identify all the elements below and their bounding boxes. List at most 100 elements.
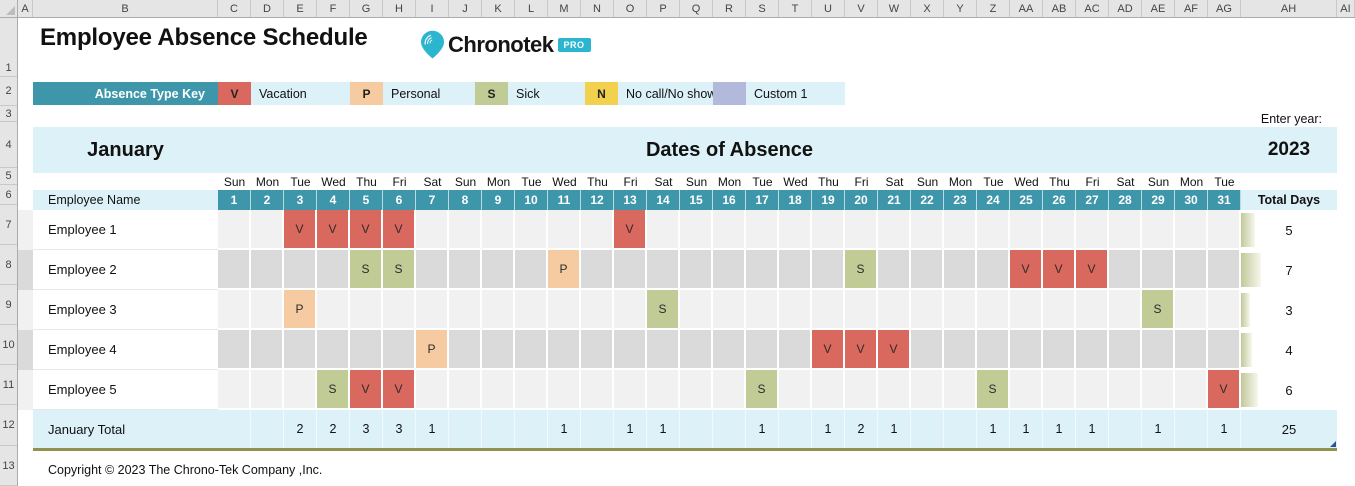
absence-cell[interactable]: V	[1010, 250, 1043, 290]
day-cell[interactable]	[1208, 330, 1241, 370]
total-days-cell[interactable]: 7	[1241, 250, 1337, 290]
day-total-cell[interactable]: 1	[812, 410, 845, 448]
day-cell[interactable]	[680, 250, 713, 290]
day-number-cell[interactable]: 28	[1109, 190, 1142, 210]
day-cell[interactable]	[1109, 250, 1142, 290]
day-name-cell[interactable]: Fri	[1085, 175, 1100, 189]
day-cell[interactable]	[878, 370, 911, 410]
column-header-I[interactable]: I	[416, 0, 449, 17]
row-header-7[interactable]: 7	[0, 205, 17, 245]
row-header-11[interactable]: 11	[0, 365, 17, 405]
day-cell[interactable]	[944, 290, 977, 330]
day-cell[interactable]	[944, 250, 977, 290]
column-header-Z[interactable]: Z	[977, 0, 1010, 17]
employee-name-cell[interactable]: Employee 4	[33, 330, 218, 370]
day-cell[interactable]	[317, 330, 350, 370]
day-total-cell[interactable]	[713, 410, 746, 448]
day-total-cell[interactable]: 1	[1043, 410, 1076, 448]
column-header-AC[interactable]: AC	[1076, 0, 1109, 17]
key-label-vacation[interactable]: Vacation	[251, 82, 350, 105]
day-cell[interactable]	[779, 370, 812, 410]
row-header-1[interactable]: 1	[0, 18, 17, 77]
day-cell[interactable]	[449, 250, 482, 290]
day-cell[interactable]	[845, 290, 878, 330]
column-header-Y[interactable]: Y	[944, 0, 977, 17]
day-name-cell[interactable]: Tue	[1214, 175, 1235, 189]
day-cell[interactable]	[647, 210, 680, 250]
total-days-header[interactable]: Total Days	[1241, 190, 1337, 210]
column-header-S[interactable]: S	[746, 0, 779, 17]
day-total-cell[interactable]: 1	[614, 410, 647, 448]
day-total-cell[interactable]: 2	[317, 410, 350, 448]
dates-of-absence-title[interactable]: Dates of Absence	[645, 138, 814, 161]
column-header-D[interactable]: D	[251, 0, 284, 17]
day-cell[interactable]	[416, 290, 449, 330]
day-cell[interactable]	[317, 250, 350, 290]
day-cell[interactable]	[1109, 370, 1142, 410]
day-total-cell[interactable]: 1	[647, 410, 680, 448]
column-header-T[interactable]: T	[779, 0, 812, 17]
row-header-12[interactable]: 12	[0, 405, 17, 446]
absence-cell[interactable]: V	[614, 210, 647, 250]
day-number-cell[interactable]: 16	[713, 190, 746, 210]
column-header-AE[interactable]: AE	[1142, 0, 1175, 17]
day-number-cell[interactable]: 17	[746, 190, 779, 210]
absence-cell[interactable]: V	[1076, 250, 1109, 290]
day-cell[interactable]	[1076, 370, 1109, 410]
day-cell[interactable]	[581, 210, 614, 250]
day-number-cell[interactable]: 23	[944, 190, 977, 210]
day-total-cell[interactable]	[911, 410, 944, 448]
row-header-8[interactable]: 8	[0, 245, 17, 285]
absence-cell[interactable]: S	[977, 370, 1010, 410]
column-header-M[interactable]: M	[548, 0, 581, 17]
day-cell[interactable]	[944, 370, 977, 410]
day-cell[interactable]	[614, 370, 647, 410]
day-name-cell[interactable]: Mon	[1179, 175, 1204, 189]
absence-cell[interactable]: V	[812, 330, 845, 370]
day-cell[interactable]	[251, 250, 284, 290]
day-cell[interactable]	[515, 290, 548, 330]
day-cell[interactable]	[713, 210, 746, 250]
day-cell[interactable]	[746, 330, 779, 370]
day-number-cell[interactable]: 10	[515, 190, 548, 210]
day-number-cell[interactable]: 7	[416, 190, 449, 210]
row-header-13[interactable]: 13	[0, 446, 17, 486]
day-cell[interactable]	[878, 210, 911, 250]
day-cell[interactable]	[416, 250, 449, 290]
absence-cell[interactable]: V	[284, 210, 317, 250]
column-header-AF[interactable]: AF	[1175, 0, 1208, 17]
employee-name-cell[interactable]: Employee 5	[33, 370, 218, 410]
column-header-R[interactable]: R	[713, 0, 746, 17]
day-cell[interactable]	[482, 330, 515, 370]
day-cell[interactable]	[1175, 370, 1208, 410]
day-number-cell[interactable]: 30	[1175, 190, 1208, 210]
day-total-cell[interactable]: 1	[1010, 410, 1043, 448]
row-left-cell[interactable]	[18, 210, 33, 250]
day-total-cell[interactable]: 3	[350, 410, 383, 448]
day-cell[interactable]	[977, 330, 1010, 370]
column-header-P[interactable]: P	[647, 0, 680, 17]
total-days-cell[interactable]: 6	[1241, 370, 1337, 410]
day-cell[interactable]	[284, 330, 317, 370]
day-cell[interactable]	[449, 330, 482, 370]
day-total-cell[interactable]	[515, 410, 548, 448]
day-cell[interactable]	[515, 370, 548, 410]
day-number-cell[interactable]: 6	[383, 190, 416, 210]
day-cell[interactable]	[614, 250, 647, 290]
key-swatch-sick[interactable]: S	[475, 82, 508, 105]
day-number-cell[interactable]: 2	[251, 190, 284, 210]
day-cell[interactable]	[911, 290, 944, 330]
absence-cell[interactable]: V	[1208, 370, 1241, 410]
day-cell[interactable]	[1208, 250, 1241, 290]
column-header-K[interactable]: K	[482, 0, 515, 17]
day-name-cell[interactable]: Sun	[916, 175, 939, 189]
day-cell[interactable]	[581, 370, 614, 410]
day-cell[interactable]	[482, 290, 515, 330]
absence-cell[interactable]: V	[878, 330, 911, 370]
day-number-cell[interactable]: 11	[548, 190, 581, 210]
column-header-AB[interactable]: AB	[1043, 0, 1076, 17]
day-cell[interactable]	[515, 250, 548, 290]
day-name-cell[interactable]: Tue	[752, 175, 773, 189]
day-number-cell[interactable]: 21	[878, 190, 911, 210]
day-name-cell[interactable]: Fri	[623, 175, 638, 189]
